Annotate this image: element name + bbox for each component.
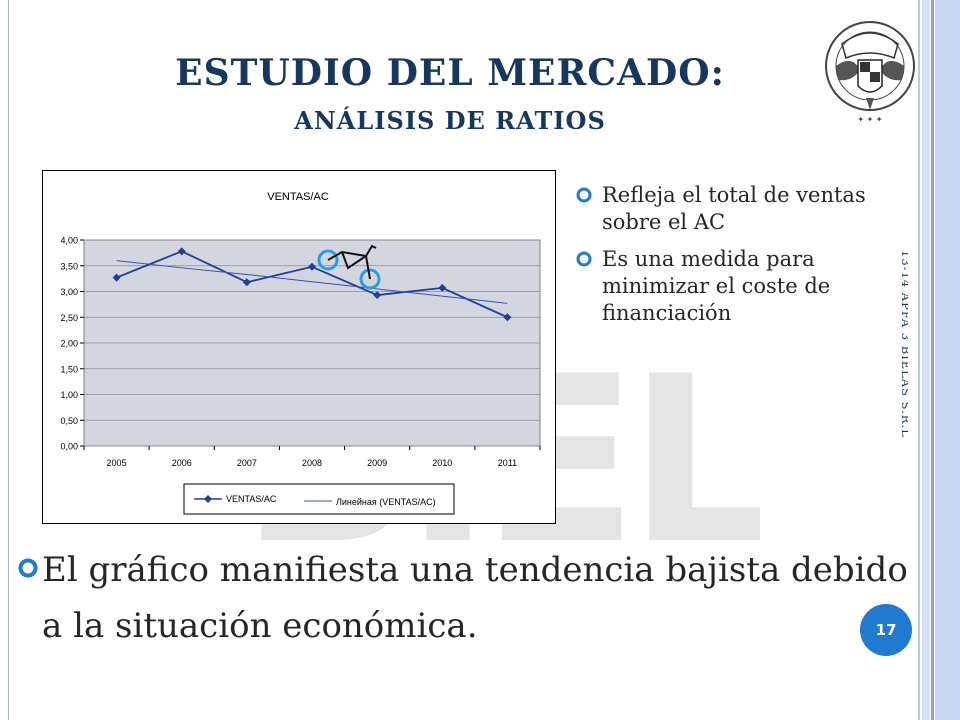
data-point <box>242 278 251 287</box>
slide-subtitle: ANÁLISIS DE RATIOS <box>294 106 606 135</box>
page-number-badge: 17 <box>860 604 912 656</box>
trendline <box>116 260 508 304</box>
chart-title: VENTAS/AC <box>267 191 329 203</box>
y-tick-label: 3,50 <box>60 261 78 271</box>
bullet-list: Refleja el total de ventas sobre el AC E… <box>576 182 886 337</box>
chart-legend: VENTAS/AC Линейная (VENTAS/AC) <box>183 483 455 515</box>
ventas-ac-chart: VENTAS/AC 0,00 0,50 1,00 1,50 2,00 2,50 3,00 3,… <box>42 170 556 524</box>
svg-text:✦ ✦ ✦: ✦ ✦ ✦ <box>857 115 882 124</box>
right-border-stripe <box>935 0 960 720</box>
y-tick-label: 3,00 <box>60 287 78 297</box>
data-point <box>503 313 512 322</box>
y-tick-label: 1,00 <box>60 390 78 400</box>
y-tick-label: 0,50 <box>60 416 78 426</box>
x-tick-label: 2009 <box>367 458 387 468</box>
y-tick-label: 4,00 <box>60 236 78 246</box>
svg-text:13-14 APFA 3 BIELAS S.R.L: 13-14 APFA 3 BIELAS S.R.L <box>899 250 908 438</box>
bicycle-icon <box>317 244 381 290</box>
x-axis-ticks: 2005 2006 2007 2008 2009 2010 2011 <box>83 446 541 468</box>
left-border-line <box>8 0 9 720</box>
y-axis-ticks: 0,00 0,50 1,00 1,50 2,00 2,50 3,00 3,50 4,00 <box>60 236 84 452</box>
data-point <box>112 273 121 282</box>
y-tick-label: 2,50 <box>60 313 78 323</box>
x-tick-label: 2006 <box>172 458 192 468</box>
x-tick-label: 2008 <box>302 458 322 468</box>
university-crest-icon: ✦ ✦ ✦ <box>825 21 915 124</box>
legend-label-trend: Линейная (VENTAS/AC) <box>336 497 436 507</box>
bullet-text: Es una medida para minimizar el coste de… <box>602 247 831 325</box>
legend-marker-ventas-diamond <box>204 495 212 503</box>
legend-box <box>183 483 455 515</box>
bullet-text: Refleja el total de ventas sobre el AC <box>602 183 866 234</box>
data-point <box>177 247 186 256</box>
slide-title: ESTUDIO DEL MERCADO: <box>175 52 725 94</box>
data-point <box>373 291 382 300</box>
ring-bullet-icon <box>576 187 592 203</box>
data-point <box>308 262 316 271</box>
data-point <box>438 283 447 292</box>
ring-bullet-icon <box>18 558 38 578</box>
y-tick-label: 1,50 <box>60 364 78 374</box>
right-border-stripe <box>931 0 934 720</box>
conclusion-sentence: El gráfico manifiesta una tendencia baji… <box>42 550 908 646</box>
x-tick-label: 2011 <box>498 458 517 468</box>
list-item: Es una medida para minimizar el coste de… <box>576 246 886 327</box>
vertical-footer-text: 13-14 APFA 3 BIELAS S.R.L <box>899 250 908 438</box>
legend-label-ventas: VENTAS/AC <box>226 494 277 504</box>
y-tick-label: 0,00 <box>60 442 78 452</box>
right-border-stripe <box>918 0 920 720</box>
right-border-stripe <box>922 0 930 720</box>
series-layer <box>112 247 512 322</box>
ring-bullet-icon <box>576 251 592 267</box>
y-tick-label: 2,00 <box>60 339 78 349</box>
x-tick-label: 2007 <box>237 458 257 468</box>
x-tick-label: 2005 <box>107 458 127 468</box>
x-tick-label: 2010 <box>432 458 452 468</box>
list-item: Refleja el total de ventas sobre el AC <box>576 182 886 236</box>
